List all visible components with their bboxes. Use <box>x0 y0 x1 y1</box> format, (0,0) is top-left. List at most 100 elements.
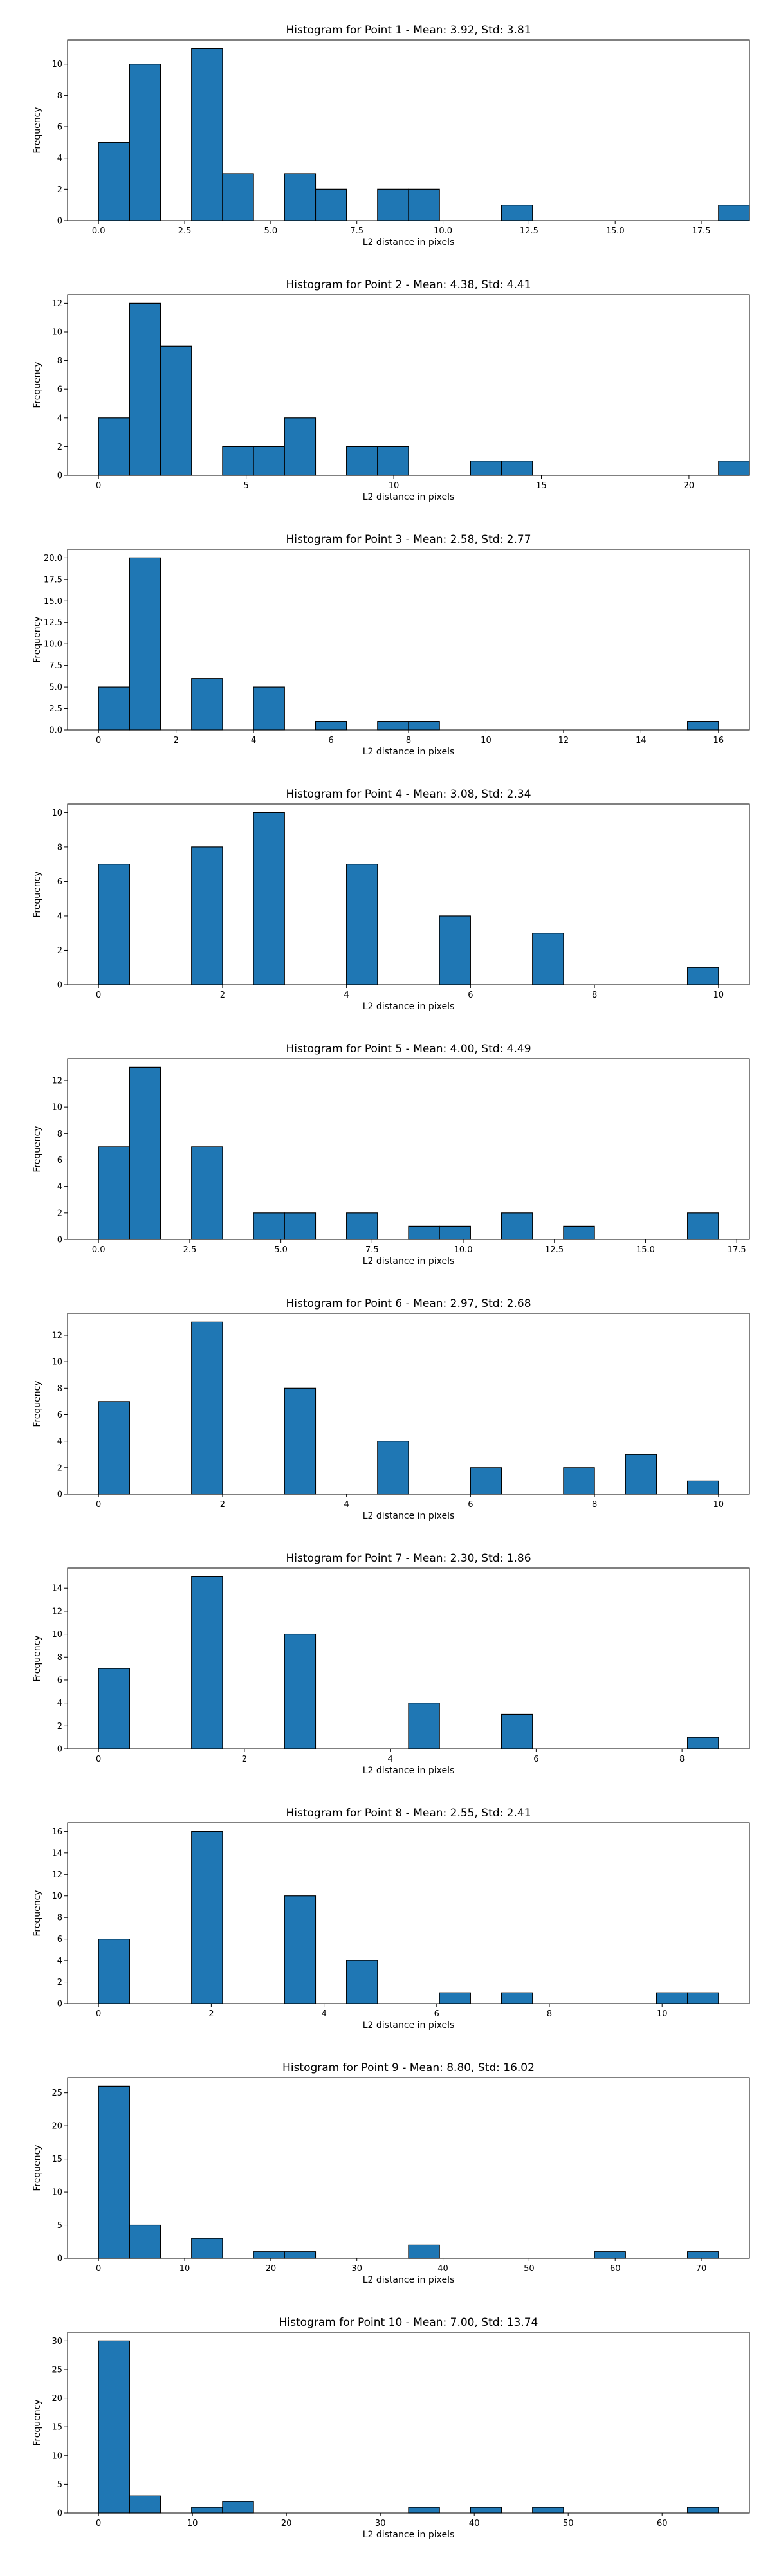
y-tick-label: 2 <box>57 1978 62 1987</box>
y-tick-label: 12 <box>51 1076 62 1086</box>
y-tick-label: 10 <box>51 2451 62 2461</box>
y-tick-label: 6 <box>57 1156 62 1165</box>
x-axis-label: L2 distance in pixels <box>363 2530 455 2540</box>
histogram-bar <box>98 142 130 221</box>
histogram-bar <box>98 864 130 985</box>
histogram-bar <box>253 1212 285 1240</box>
y-tick-label: 10.0 <box>44 640 62 650</box>
histogram-bar <box>191 2507 223 2514</box>
histogram-bar <box>501 461 533 476</box>
chart-title-5: Histogram for Point 5 - Mean: 4.00, Std:… <box>286 1043 531 1055</box>
axes-frame <box>67 1822 750 2004</box>
histogram-panel-7: Histogram for Point 7 - Mean: 2.30, Std:… <box>32 1552 750 1776</box>
x-tick-label: 5.0 <box>274 1245 288 1255</box>
axes-frame <box>67 1058 750 1240</box>
x-tick-label: 2 <box>220 1500 225 1510</box>
histogram-bar <box>284 1387 317 1495</box>
histogram-bar <box>98 2085 130 2259</box>
y-tick-label: 0 <box>57 1745 62 1755</box>
chart-title-6: Histogram for Point 6 - Mean: 2.97, Std:… <box>286 1297 531 1310</box>
x-tick-label: 70 <box>696 2264 707 2274</box>
y-tick-label: 8 <box>57 1653 62 1663</box>
x-tick-label: 60 <box>657 2519 668 2528</box>
y-axis-label: Frequency <box>32 1635 42 1681</box>
histogram-bar <box>625 1454 657 1495</box>
y-tick-label: 0 <box>57 217 62 226</box>
x-axis-label: L2 distance in pixels <box>363 1511 455 1521</box>
x-tick-label: 20 <box>281 2519 292 2528</box>
histogram-panel-2: Histogram for Point 2 - Mean: 4.38, Std:… <box>32 279 750 502</box>
histogram-bar <box>408 2244 440 2259</box>
x-tick-label: 17.5 <box>692 226 711 236</box>
y-tick-label: 2 <box>57 946 62 956</box>
x-tick-label: 8 <box>406 736 411 745</box>
x-axis-label: L2 distance in pixels <box>363 1001 455 1012</box>
x-tick-label: 0 <box>96 1500 101 1510</box>
x-tick-label: 40 <box>437 2264 448 2274</box>
x-tick-label: 0 <box>96 2519 101 2528</box>
y-axis-label: Frequency <box>32 1126 42 1172</box>
y-axis-label: Frequency <box>32 2399 42 2445</box>
x-tick-label: 17.5 <box>728 1245 746 1255</box>
y-axis-label: Frequency <box>32 1380 42 1427</box>
histogram-bar <box>253 2251 285 2259</box>
x-tick-label: 4 <box>344 1500 349 1510</box>
y-tick-label: 0 <box>57 981 62 991</box>
y-tick-label: 12.5 <box>44 618 62 628</box>
histogram-bar <box>532 2507 564 2514</box>
chart-title-9: Histogram for Point 9 - Mean: 8.80, Std:… <box>282 2061 535 2074</box>
y-tick-label: 0 <box>57 1490 62 1500</box>
y-tick-label: 0 <box>57 1236 62 1245</box>
histogram-bar <box>718 205 750 221</box>
x-tick-label: 30 <box>351 2264 362 2274</box>
histogram-bar <box>377 721 409 731</box>
x-tick-label: 8 <box>679 1755 685 1764</box>
x-axis-label: L2 distance in pixels <box>363 2275 455 2285</box>
y-tick-label: 20.0 <box>44 554 62 563</box>
y-tick-label: 17.5 <box>44 575 62 585</box>
y-tick-label: 16 <box>51 1827 62 1837</box>
y-axis-label: Frequency <box>32 2144 42 2191</box>
x-tick-label: 0 <box>96 2009 101 2019</box>
histogram-bar <box>98 2340 130 2514</box>
y-tick-label: 14 <box>51 1584 62 1594</box>
y-tick-label: 0 <box>57 2254 62 2264</box>
y-tick-label: 6 <box>57 1411 62 1420</box>
histogram-bar <box>284 2251 317 2259</box>
histogram-bar <box>346 1960 378 2004</box>
x-tick-label: 5.0 <box>264 226 278 236</box>
chart-title-7: Histogram for Point 7 - Mean: 2.30, Std:… <box>286 1552 531 1565</box>
x-tick-label: 0 <box>96 736 101 745</box>
y-tick-label: 2 <box>57 185 62 195</box>
x-tick-label: 0.0 <box>92 1245 106 1255</box>
y-tick-label: 30 <box>51 2337 62 2346</box>
x-tick-label: 12.5 <box>520 226 538 236</box>
x-tick-label: 10 <box>713 1500 724 1510</box>
histogram-bar <box>532 933 564 985</box>
histogram-bar <box>718 461 750 476</box>
x-tick-label: 50 <box>563 2519 574 2528</box>
x-axis-label: L2 distance in pixels <box>363 747 455 757</box>
histogram-bar <box>253 686 285 731</box>
x-tick-label: 7.5 <box>365 1245 379 1255</box>
histogram-bar <box>160 345 192 476</box>
histogram-bar <box>284 173 317 221</box>
histogram-bar <box>284 1633 317 1749</box>
histogram-bar <box>687 1212 719 1240</box>
y-tick-label: 14 <box>51 1849 62 1858</box>
x-tick-label: 16 <box>713 736 724 745</box>
x-tick-label: 10.0 <box>454 1245 473 1255</box>
histogram-bar <box>439 1225 471 1240</box>
x-tick-label: 10 <box>713 991 724 1000</box>
x-tick-label: 40 <box>469 2519 480 2528</box>
x-tick-label: 7.5 <box>350 226 363 236</box>
x-tick-label: 4 <box>344 991 349 1000</box>
y-tick-label: 10 <box>51 1892 62 1901</box>
histogram-panel-1: Histogram for Point 1 - Mean: 3.92, Std:… <box>32 24 750 248</box>
histogram-bar <box>439 1992 471 2004</box>
x-tick-label: 6 <box>328 736 333 745</box>
y-tick-label: 2 <box>57 1209 62 1218</box>
histogram-bar <box>346 446 378 476</box>
x-tick-label: 2.5 <box>178 226 192 236</box>
